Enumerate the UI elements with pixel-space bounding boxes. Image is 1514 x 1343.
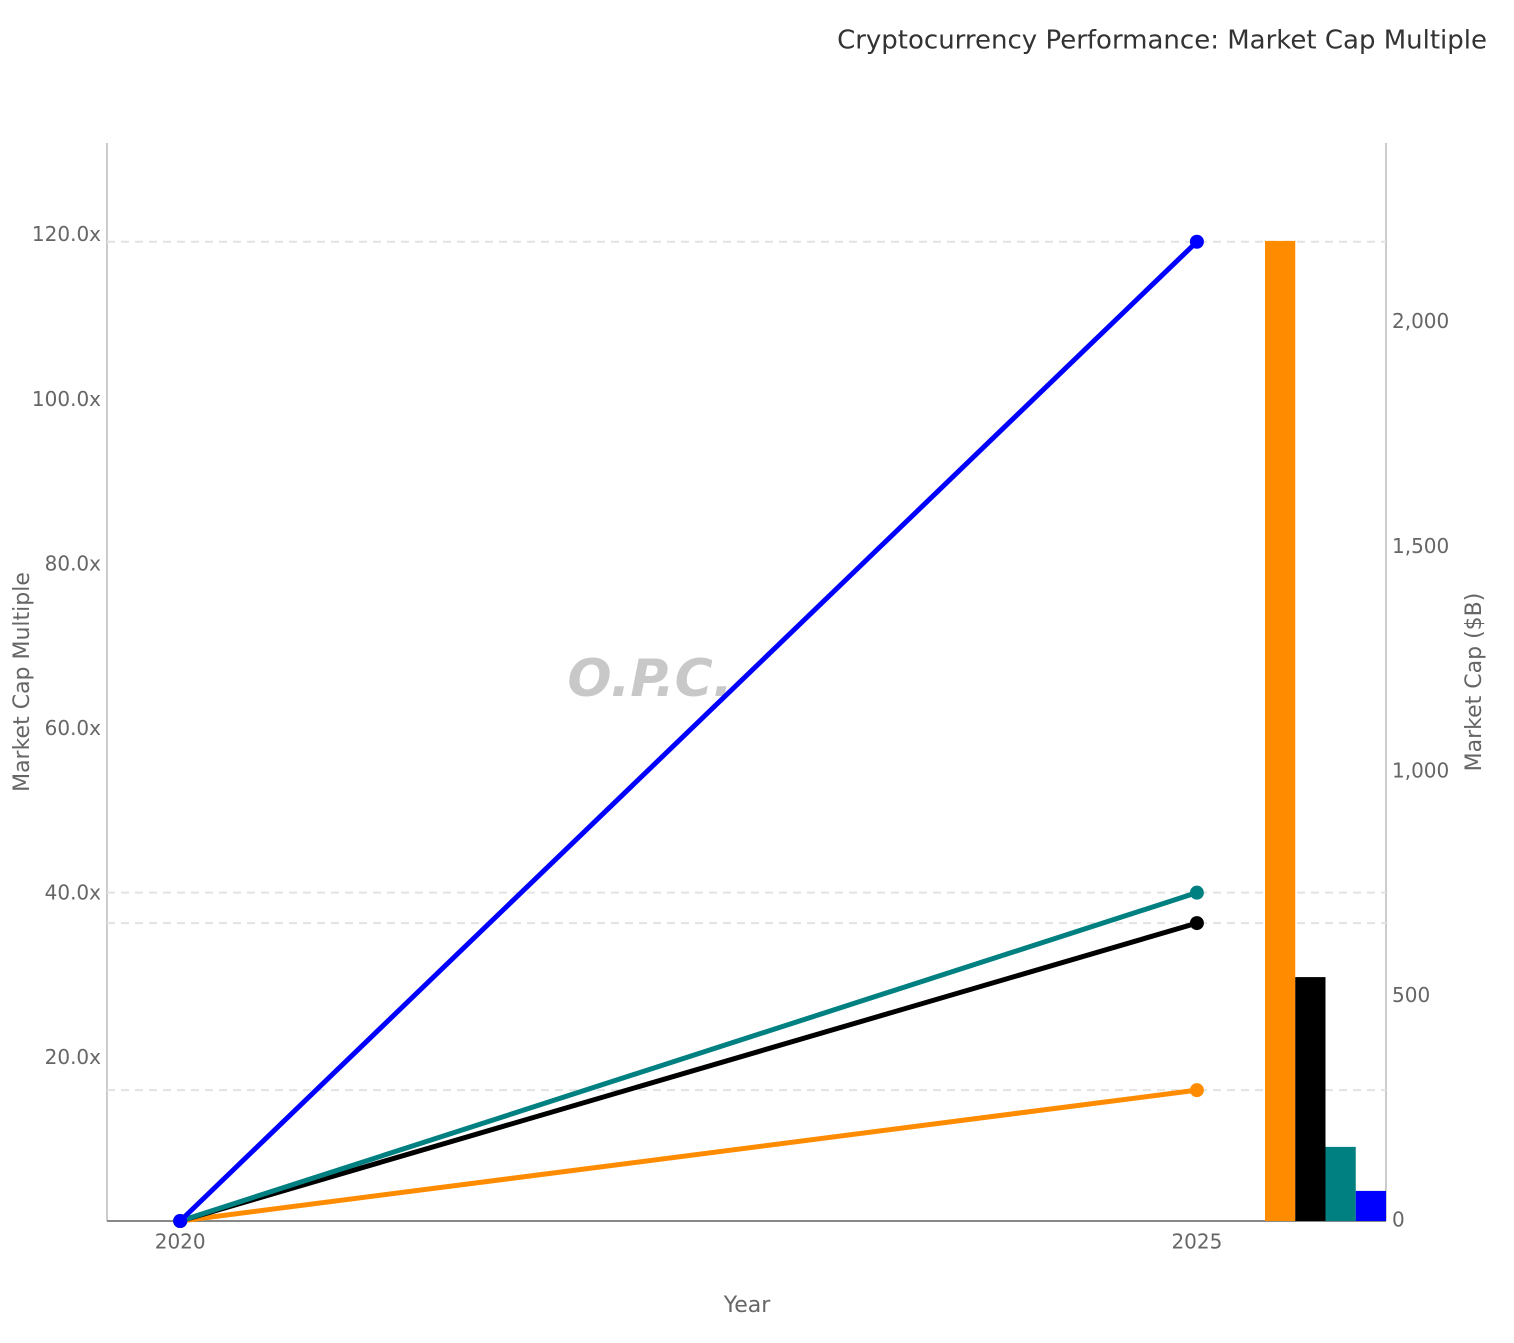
point (1189, 1083, 1204, 1098)
y-tick-label: 120.0x (32, 222, 101, 246)
x-tick-label: 2025 (1171, 1230, 1222, 1254)
y2-tick-label: 500 (1392, 983, 1430, 1007)
point (1189, 916, 1204, 931)
bar (1265, 240, 1296, 1221)
point (1189, 885, 1204, 900)
line-series (179, 920, 1198, 1224)
y-tick-label: 100.0x (32, 387, 101, 411)
watermark: O.P.C. (567, 649, 732, 709)
y2-axis-label: Market Cap ($B) (1462, 593, 1487, 772)
point (1189, 234, 1204, 249)
bar (1295, 977, 1326, 1221)
y-tick-label: 20.0x (45, 1045, 102, 1069)
bar (1325, 1146, 1356, 1221)
y-tick-label: 80.0x (45, 551, 102, 575)
y2-tick-label: 1,000 (1392, 758, 1449, 782)
line-series (179, 1087, 1198, 1224)
line-series (178, 239, 1199, 1223)
y2-tick-label: 0 (1392, 1208, 1405, 1232)
chart-title: Cryptocurrency Performance: Market Cap M… (837, 26, 1487, 56)
x-tick-label: 2020 (155, 1230, 206, 1254)
y2-tick-label: 1,500 (1392, 534, 1449, 558)
y-axis-label: Market Cap Multiple (10, 572, 35, 792)
x-axis-label: Year (723, 1293, 772, 1318)
point (173, 1214, 188, 1228)
line-series (179, 890, 1198, 1224)
bar (1355, 1190, 1386, 1221)
y-tick-label: 60.0x (45, 716, 102, 740)
y2-tick-label: 2,000 (1392, 309, 1449, 333)
y-tick-label: 40.0x (45, 881, 102, 905)
